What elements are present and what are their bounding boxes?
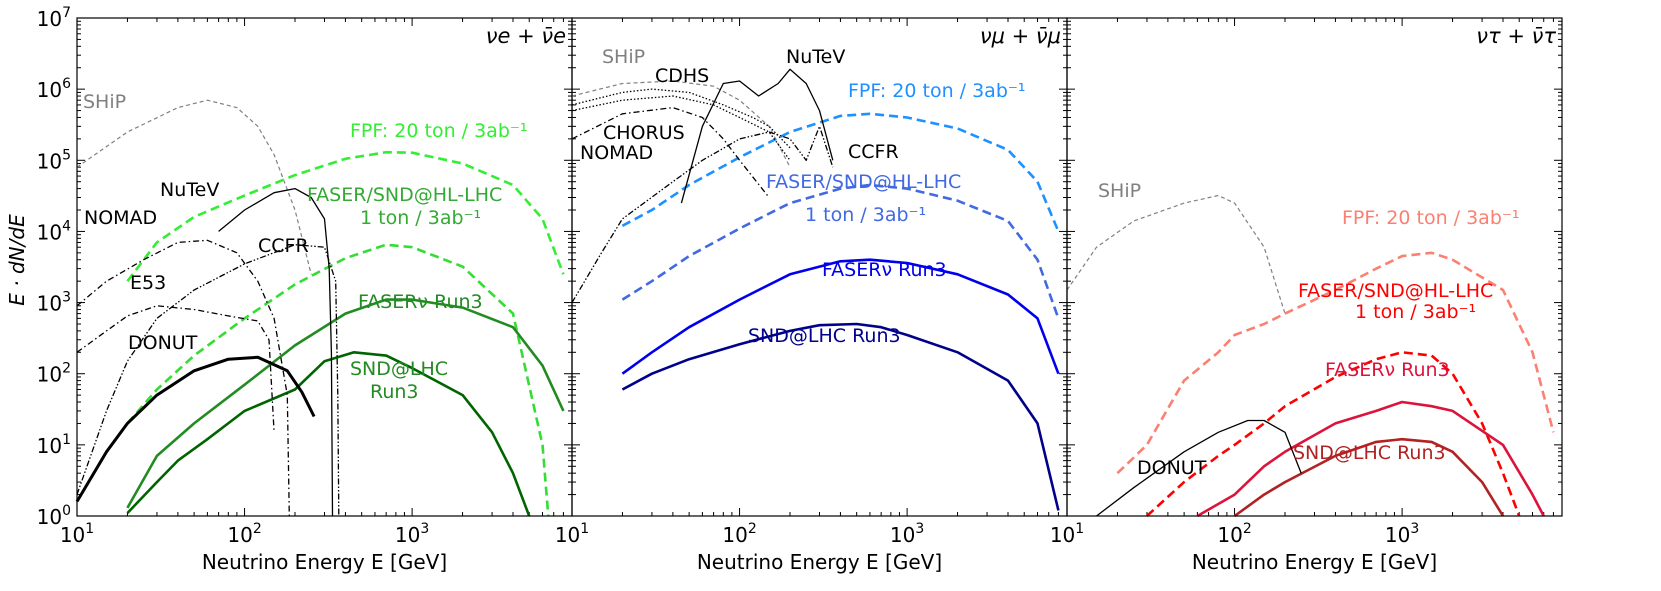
- y-tick-label: 104: [37, 218, 71, 244]
- series-annotation: FPF: 20 ton / 3ab⁻¹: [1342, 207, 1520, 229]
- y-tick-label: 105: [37, 147, 71, 173]
- series-annotation: CCFR: [848, 141, 899, 163]
- series-annotation: NOMAD: [84, 207, 157, 229]
- series-annotation: Run3: [370, 381, 419, 403]
- series-line-snd-lhc-run3: [126, 351, 531, 517]
- series-line-faser-run3: [1196, 400, 1545, 518]
- x-tick-label: 103: [395, 521, 429, 547]
- series-annotation: NuTeV: [786, 46, 845, 68]
- series-annotation: FPF: 20 ton / 3ab⁻¹: [848, 80, 1026, 102]
- series-line-nomad: [76, 239, 290, 517]
- series-annotation: 1 ton / 3ab⁻¹: [805, 204, 926, 226]
- flavor-label: νμ + ν̄μ: [980, 24, 1061, 48]
- series-line-fpf-20-ton-3ab: [621, 112, 1060, 232]
- series-annotation: FASERν Run3: [1325, 359, 1450, 381]
- x-tick-label: 103: [1385, 521, 1419, 547]
- series-line-ship: [1066, 194, 1286, 314]
- series-line-faser-snd-hl-lhc-1-ton-3ab: [1146, 351, 1521, 517]
- series-line-e53: [76, 305, 275, 433]
- y-tick-label: 106: [37, 76, 71, 102]
- series-annotation: E53: [130, 272, 166, 294]
- series-group: [571, 68, 1060, 511]
- series-line-chorus: [571, 95, 791, 161]
- series-annotation: SND@LHC Run3: [748, 325, 901, 347]
- series-annotation: SND@LHC: [350, 358, 448, 380]
- series-annotation: FASERν Run3: [358, 291, 483, 313]
- series-annotation: CDHS: [655, 65, 709, 87]
- series-line-faser-run3: [621, 258, 1060, 375]
- y-tick-label: 107: [37, 5, 71, 31]
- series-annotation: FASER/SND@HL-LHC: [766, 171, 961, 193]
- series-annotation: DONUT: [1137, 457, 1207, 479]
- series-annotation: SHiP: [602, 46, 645, 68]
- y-tick-label: 103: [37, 290, 71, 316]
- series-line-snd-lhc-run3: [1233, 437, 1505, 518]
- series-line-fpf-20-ton-3ab: [126, 150, 565, 282]
- series-annotation: DONUT: [128, 332, 198, 354]
- x-tick-label: 101: [555, 521, 589, 547]
- series-line-donut: [75, 355, 316, 503]
- x-axis-label: Neutrino Energy E [GeV]: [202, 550, 447, 574]
- series-line-ccfr: [76, 244, 340, 517]
- y-axis-label: E · dN/dE: [5, 214, 29, 306]
- x-axis-label: Neutrino Energy E [GeV]: [1192, 550, 1437, 574]
- series-annotation: 1 ton / 3ab⁻¹: [360, 207, 481, 229]
- plot-frame: [1066, 17, 1563, 517]
- x-tick-label: 102: [1217, 521, 1251, 547]
- x-axis-label: Neutrino Energy E [GeV]: [697, 550, 942, 574]
- series-line-ship: [571, 80, 791, 168]
- x-tick-label: 102: [722, 521, 756, 547]
- series-annotation: SHiP: [1098, 180, 1141, 202]
- panel-3: 101 102 103 Neutrino Energy E [GeV] ντ + ν̄τ…: [1050, 17, 1563, 574]
- series-group: [75, 99, 565, 517]
- series-line-donut: [1096, 419, 1302, 517]
- panel-2: 101 102 103 Neutrino Energy E [GeV] νμ + ν̄μ…: [555, 17, 1068, 574]
- y-tick-label: 102: [37, 361, 71, 387]
- x-tick-label: 101: [1050, 521, 1084, 547]
- panel-1: 101 102 103100101102103104105106107Neutrin…: [37, 5, 573, 574]
- series-annotation: FASER/SND@HL-LHC: [1298, 280, 1493, 302]
- series-line-nutev: [680, 68, 834, 204]
- series-annotation: FASER/SND@HL-LHC: [307, 184, 502, 206]
- series-line-faser-run3: [126, 298, 565, 509]
- series-annotation: 1 ton / 3ab⁻¹: [1355, 301, 1476, 323]
- y-tick-label: 101: [37, 432, 71, 458]
- series-line-nutev: [218, 187, 334, 517]
- series-line-snd-lhc-run3: [621, 322, 1060, 511]
- series-annotation: FPF: 20 ton / 3ab⁻¹: [350, 120, 528, 142]
- x-tick-label: 102: [227, 521, 261, 547]
- series-annotation: SND@LHC Run3: [1293, 442, 1446, 464]
- series-annotation: CCFR: [258, 235, 309, 257]
- series-line-fpf-20-ton-3ab: [1116, 251, 1555, 475]
- series-annotation: NuTeV: [160, 179, 219, 201]
- series-annotation: FASERν Run3: [822, 259, 947, 281]
- x-tick-label: 101: [60, 521, 94, 547]
- flavor-label: ντ + ν̄τ: [1476, 24, 1556, 48]
- series-annotation: SHiP: [83, 91, 126, 113]
- series-line-faser-snd-hl-lhc-1-ton-3ab: [621, 183, 1060, 319]
- x-tick-label: 103: [890, 521, 924, 547]
- series-line-cdhs: [571, 88, 791, 149]
- series-annotation: NOMAD: [580, 142, 653, 164]
- series-line-ccfr: [571, 125, 834, 303]
- series-line-ship: [76, 99, 312, 275]
- series-line-nomad: [571, 106, 770, 198]
- flavor-label: νe + ν̄e: [486, 24, 566, 48]
- series-annotation: CHORUS: [603, 122, 685, 144]
- series-group: [1066, 194, 1555, 518]
